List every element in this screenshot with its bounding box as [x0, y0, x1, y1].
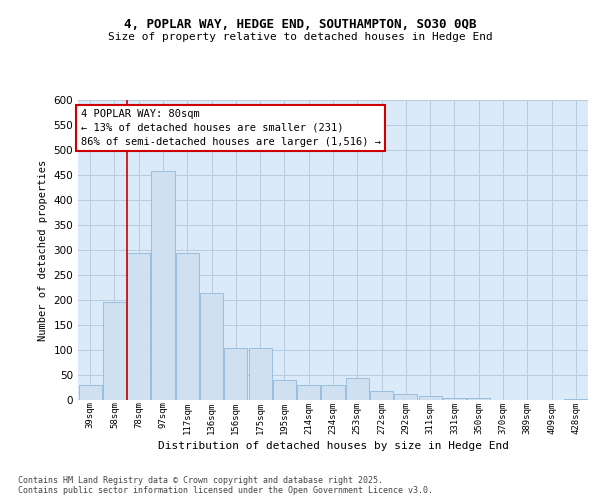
Bar — [151, 171, 175, 400]
Bar — [565, 398, 587, 400]
Bar — [79, 385, 101, 400]
Bar — [224, 348, 247, 400]
Bar — [370, 391, 393, 400]
Text: Size of property relative to detached houses in Hedge End: Size of property relative to detached ho… — [107, 32, 493, 42]
Y-axis label: Number of detached properties: Number of detached properties — [38, 160, 48, 340]
Bar — [394, 394, 418, 400]
Bar — [127, 252, 150, 400]
Bar — [322, 385, 344, 400]
Text: 4, POPLAR WAY, HEDGE END, SOUTHAMPTON, SO30 0QB: 4, POPLAR WAY, HEDGE END, SOUTHAMPTON, S… — [124, 18, 476, 30]
X-axis label: Distribution of detached houses by size in Hedge End: Distribution of detached houses by size … — [157, 440, 509, 450]
Bar — [200, 292, 223, 400]
Bar — [248, 348, 272, 400]
Bar — [297, 385, 320, 400]
Bar — [443, 398, 466, 400]
Bar — [176, 252, 199, 400]
Bar — [103, 302, 126, 400]
Bar — [273, 380, 296, 400]
Bar — [467, 398, 490, 400]
Text: 4 POPLAR WAY: 80sqm
← 13% of detached houses are smaller (231)
86% of semi-detac: 4 POPLAR WAY: 80sqm ← 13% of detached ho… — [80, 109, 380, 147]
Bar — [346, 378, 369, 400]
Text: Contains HM Land Registry data © Crown copyright and database right 2025.
Contai: Contains HM Land Registry data © Crown c… — [18, 476, 433, 495]
Bar — [419, 396, 442, 400]
